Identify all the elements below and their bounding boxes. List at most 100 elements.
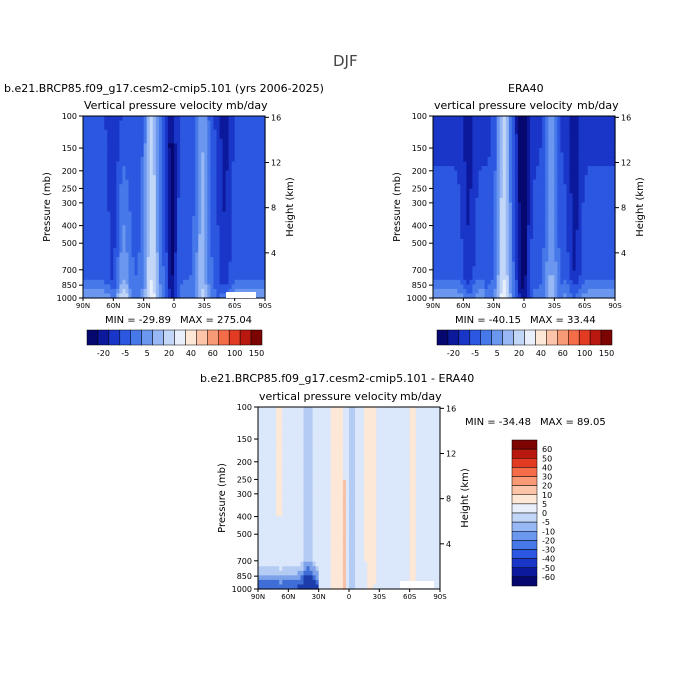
heatmap-cell [572, 193, 577, 199]
heatmap-cell [92, 207, 96, 213]
heatmap-cell [520, 275, 525, 281]
heatmap-cell [131, 120, 136, 126]
heatmap-cell [228, 170, 233, 176]
heatmap-cell [149, 179, 154, 185]
heatmap-cell [231, 170, 236, 176]
heatmap-cell [575, 243, 580, 249]
heatmap-cell [177, 143, 181, 149]
heatmap-cell [608, 216, 613, 222]
heatmap-cell [530, 143, 534, 149]
heatmap-cell [177, 179, 181, 185]
heatmap-cell [261, 179, 266, 185]
heatmap-cell [261, 447, 265, 454]
heatmap-cell [246, 243, 251, 249]
heatmap-cell [554, 238, 558, 244]
heatmap-cell [569, 279, 574, 285]
heatmap-cell [149, 229, 154, 235]
heatmap-cell [496, 284, 501, 290]
heatmap-cell [246, 238, 251, 244]
heatmap-cell [554, 188, 558, 194]
heatmap-cell [472, 184, 477, 190]
heatmap-cell [101, 143, 105, 149]
heatmap-cell [605, 188, 610, 194]
heatmap-cell [210, 166, 215, 172]
heatmap-cell [596, 184, 601, 190]
heatmap-cell [539, 234, 543, 240]
heatmap-cell [520, 175, 525, 181]
heatmap-cell [433, 261, 437, 267]
heatmap-cell [125, 116, 130, 122]
heatmap-cell [158, 270, 163, 276]
heatmap-cell [445, 257, 449, 263]
heatmap-cell [499, 184, 504, 190]
heatmap-cell [539, 275, 543, 281]
heatmap-cell [596, 116, 601, 122]
heatmap-cell [228, 179, 233, 185]
heatmap-cell [261, 143, 266, 149]
heatmap-cell [517, 179, 522, 185]
heatmap-cell [192, 175, 196, 181]
heatmap-cell [575, 211, 580, 217]
heatmap-cell [116, 288, 120, 295]
heatmap-cell [204, 266, 208, 272]
heatmap-cell [514, 225, 519, 231]
heatmap-cell [593, 225, 598, 231]
heatmap-cell [86, 238, 90, 244]
heatmap-cell [264, 420, 268, 426]
heatmap-cell [228, 288, 233, 295]
heatmap-cell [231, 134, 236, 140]
heatmap-cell [201, 125, 205, 131]
heatmap-cell [502, 220, 507, 226]
heatmap-cell [524, 120, 528, 126]
heatmap-cell [527, 211, 531, 217]
heatmap-cell [439, 247, 443, 254]
heatmap-cell [581, 252, 586, 258]
heatmap-cell [548, 188, 552, 194]
heatmap-cell [161, 261, 166, 267]
heatmap-cell [225, 125, 230, 131]
heatmap-cell [514, 284, 519, 290]
heatmap-cell [131, 229, 136, 235]
heatmap-cell [258, 447, 262, 454]
heatmap-cell [140, 170, 145, 176]
heatmap-cell [243, 252, 248, 258]
heatmap-cell [539, 129, 543, 135]
heatmap-cell [511, 170, 516, 176]
heatmap-cell [451, 220, 455, 226]
heatmap-cell [590, 175, 595, 181]
heatmap-cell [530, 234, 534, 240]
heatmap-cell [451, 288, 455, 295]
heatmap-cell [545, 120, 549, 126]
heatmap-cell [572, 234, 577, 240]
heatmap-cell [596, 293, 601, 299]
heatmap-cell [578, 143, 583, 149]
heatmap-cell [478, 234, 483, 240]
heatmap-cell [593, 288, 598, 295]
heatmap-cell [186, 188, 190, 194]
heatmap-cell [539, 147, 543, 153]
heatmap-cell [517, 284, 522, 290]
heatmap-cell [146, 179, 151, 185]
heatmap-cell [439, 152, 443, 158]
heatmap-cell [593, 257, 598, 263]
heatmap-cell [436, 207, 440, 213]
heatmap-cell [484, 134, 489, 140]
heatmap-cell [605, 288, 610, 295]
heatmap-cell [499, 288, 504, 295]
heatmap-cell [140, 275, 145, 281]
heatmap-cell [517, 129, 522, 135]
heatmap-cell [557, 116, 561, 122]
heatmap-cell [545, 143, 549, 149]
heatmap-cell [436, 220, 440, 226]
heatmap-cell [252, 284, 257, 290]
heatmap-cell [442, 202, 446, 208]
heatmap-cell [258, 525, 262, 531]
heatmap-cell [605, 184, 610, 190]
heatmap-cell [195, 166, 199, 172]
heatmap-cell [222, 120, 227, 126]
heatmap-cell [581, 147, 586, 153]
heatmap-cell [86, 275, 90, 281]
heatmap-cell [584, 143, 589, 149]
heatmap-cell [545, 225, 549, 231]
heatmap-cell [195, 125, 199, 131]
